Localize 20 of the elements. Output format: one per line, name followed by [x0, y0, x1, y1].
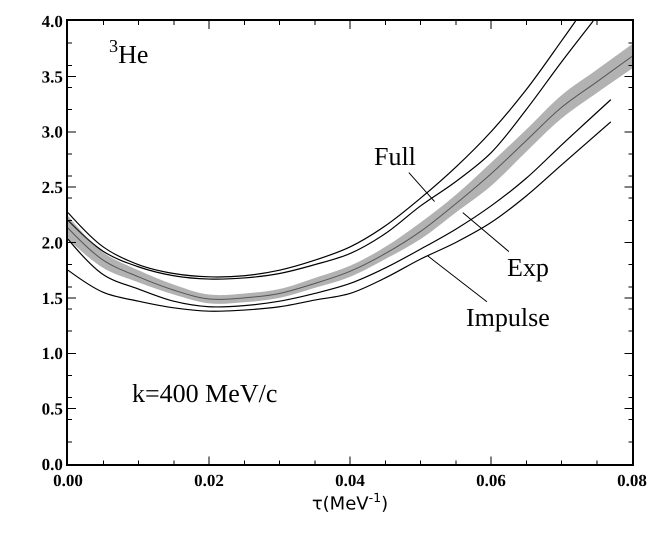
- x-tick-label: 0.08: [617, 471, 647, 490]
- y-tick-label: 0.0: [42, 454, 63, 474]
- y-tick-label: 4.0: [42, 12, 63, 31]
- y-tick-label: 1.0: [42, 344, 63, 364]
- x-tick-label: 0.02: [194, 471, 224, 490]
- x-tick-label: 0.06: [476, 471, 506, 490]
- y-tick-label: 3.5: [42, 67, 63, 86]
- y-tick-label: 3.0: [42, 122, 63, 142]
- annotation: $^{3}$He: [109, 36, 148, 69]
- y-tick-label: 2.5: [42, 178, 63, 198]
- x-axis-title: τ(MeV$^{-1}$): [312, 490, 388, 515]
- annotation: k=400 MeV/c: [132, 379, 278, 408]
- annotation: Impulse: [466, 303, 550, 332]
- y-tick-label: 1.5: [42, 288, 63, 308]
- x-tick-label: 0.04: [335, 471, 366, 490]
- annotation: Full: [374, 142, 416, 171]
- annotation: Exp: [507, 253, 549, 282]
- y-tick-label: 2.0: [42, 233, 63, 252]
- x-tick-label: 0.00: [53, 471, 83, 490]
- y-tick-label: 0.5: [42, 400, 63, 419]
